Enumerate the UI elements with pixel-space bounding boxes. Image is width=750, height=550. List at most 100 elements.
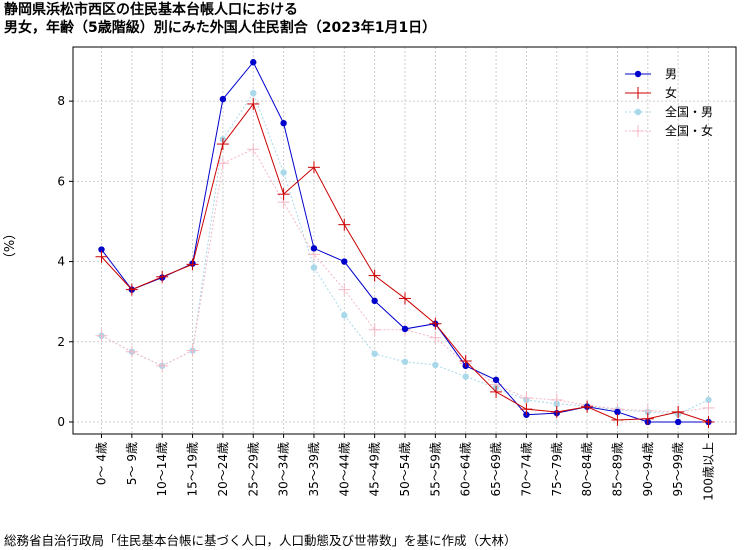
data-point — [581, 400, 594, 413]
data-point — [216, 157, 229, 170]
x-tick-label: 100歳以上 — [702, 442, 716, 501]
data-point — [277, 188, 290, 201]
x-tick-label: 85～89歳 — [610, 442, 624, 497]
data-point — [216, 138, 229, 151]
data-point — [98, 246, 105, 253]
data-point — [156, 270, 169, 283]
grid-lines — [73, 47, 736, 434]
data-point — [341, 258, 348, 265]
y-axis-label: （%） — [3, 227, 18, 265]
x-tick-label: 55～59歳 — [428, 442, 442, 497]
x-tick-label: 25～29歳 — [246, 442, 260, 497]
data-point — [550, 393, 563, 406]
x-tick-label: 65～69歳 — [489, 442, 503, 497]
x-tick-label: 80～84歳 — [580, 442, 594, 497]
data-point — [459, 355, 472, 368]
data-point — [95, 329, 108, 342]
y-tick-label: 4 — [57, 255, 65, 269]
x-tick-label: 0～ 4歳 — [95, 442, 109, 485]
data-point — [462, 373, 469, 380]
x-tick-label: 20～24歳 — [216, 442, 230, 497]
x-axis: 0～ 4歳 5～ 9歳 10～14歳 15～19歳 20～24歳 25～29歳 30～34歳… — [95, 434, 716, 501]
data-point — [399, 292, 411, 305]
data-point — [125, 345, 138, 358]
data-point — [307, 161, 320, 174]
legend-marker — [634, 70, 642, 78]
data-point — [250, 59, 257, 66]
data-point — [95, 250, 108, 263]
data-point — [614, 408, 621, 416]
data-point — [429, 331, 442, 344]
legend-item: 女 — [625, 85, 677, 100]
data-point — [371, 297, 378, 305]
data-point — [156, 359, 169, 372]
data-point — [702, 415, 715, 428]
data-point — [401, 358, 409, 366]
data-point — [247, 97, 260, 110]
series-group — [95, 59, 715, 428]
x-tick-label: 60～64歳 — [459, 442, 473, 497]
x-tick-label: 35～39歳 — [307, 442, 321, 497]
x-tick-label: 90～94歳 — [641, 442, 655, 497]
data-point — [702, 401, 715, 414]
x-tick-label: 50～54歳 — [398, 442, 412, 497]
data-point — [429, 317, 442, 330]
chart-title: 静岡県浜松市西区の住民基本台帳人口における 男女，年齢（5歳階級）別にみた外国人… — [4, 1, 436, 37]
legend-marker — [634, 108, 642, 116]
legend-label: 男 — [665, 67, 677, 81]
legend-label: 全国・女 — [665, 123, 713, 138]
x-tick-label: 95～99歳 — [671, 442, 685, 497]
data-point — [492, 376, 500, 384]
data-point — [250, 89, 257, 97]
legend-label: 全国・男 — [665, 104, 713, 119]
chart-title-line1: 静岡県浜松市西区の住民基本台帳人口における — [4, 2, 298, 18]
x-tick-label: 45～49歳 — [368, 442, 382, 497]
data-point — [280, 119, 287, 127]
data-point — [672, 405, 685, 418]
data-point — [674, 418, 682, 426]
data-point — [338, 218, 351, 231]
chart-title-line2: 男女，年齢（5歳階級）別にみた外国人住民割合（2023年1月1日） — [4, 20, 437, 36]
legend-item: 全国・男 — [625, 104, 713, 119]
legend-label: 女 — [665, 85, 677, 100]
data-point — [186, 344, 199, 357]
data-point — [310, 264, 318, 271]
data-point — [611, 413, 624, 426]
data-point — [341, 312, 348, 319]
x-tick-label: 75～79歳 — [550, 442, 564, 497]
data-point — [310, 245, 318, 252]
x-tick-label: 40～44歳 — [337, 442, 351, 497]
data-point — [219, 95, 227, 103]
data-point — [641, 412, 654, 425]
x-tick-label: 10～14歳 — [155, 442, 169, 497]
data-point — [520, 403, 533, 416]
x-tick-label: 15～19歳 — [186, 442, 200, 497]
data-point — [401, 325, 409, 333]
data-point — [368, 323, 381, 336]
series-line — [101, 92, 709, 415]
y-tick-label: 2 — [57, 335, 65, 349]
data-point — [186, 258, 199, 271]
y-axis: 0 2 4 6 8 — [57, 94, 73, 429]
data-point — [338, 283, 351, 296]
data-point — [280, 169, 287, 176]
y-tick-label: 0 — [57, 415, 65, 429]
y-tick-label: 8 — [57, 94, 65, 108]
y-tick-label: 6 — [57, 174, 65, 188]
data-point — [520, 391, 533, 404]
data-point — [247, 143, 260, 156]
data-point — [368, 269, 381, 282]
x-tick-label: 5～ 9歳 — [125, 442, 139, 485]
x-tick-label: 30～34歳 — [277, 442, 291, 497]
data-point — [705, 396, 712, 404]
legend-item: 男 — [625, 67, 677, 81]
data-point — [490, 385, 503, 398]
data-point — [125, 283, 138, 296]
source-note: 総務省自治行政局「住民基本台帳に基づく人口，人口動態及び世帯数」を基に作成（大林… — [4, 533, 517, 548]
data-point — [432, 361, 439, 369]
data-point — [371, 350, 378, 357]
x-tick-label: 70～74歳 — [519, 442, 533, 497]
legend-item: 全国・女 — [625, 123, 713, 138]
